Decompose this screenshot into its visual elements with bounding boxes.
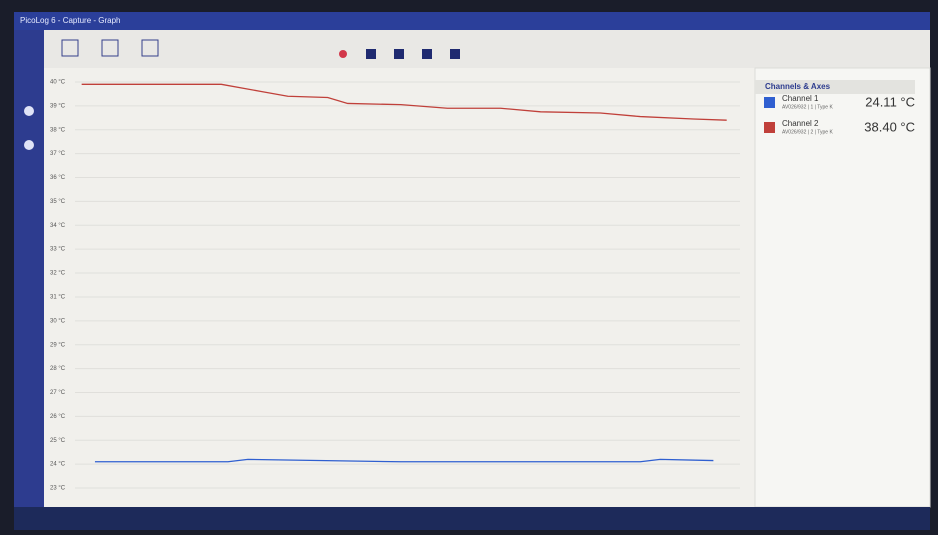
channel-name: Channel 1: [782, 94, 819, 103]
channel-checkbox[interactable]: [764, 122, 775, 133]
y-tick-label: 33 °C: [50, 247, 66, 253]
y-tick-label: 36 °C: [50, 175, 66, 181]
y-tick-label: 24 °C: [50, 462, 66, 468]
delete-button[interactable]: [394, 49, 404, 59]
screen: PicoLog 6 - Capture - Graph Channels & A…: [0, 0, 938, 530]
record-button[interactable]: [339, 50, 347, 58]
export-button[interactable]: [450, 49, 460, 59]
y-tick-label: 23 °C: [50, 486, 66, 492]
y-tick-label: 29 °C: [50, 342, 66, 348]
y-tick-label: 38 °C: [50, 127, 66, 133]
taskbar: [14, 507, 930, 530]
y-tick-label: 31 °C: [50, 295, 66, 301]
settings-icon[interactable]: [24, 106, 34, 116]
y-tick-label: 40 °C: [50, 80, 66, 86]
page: PicoLog 6 - Capture - Graph Channels & A…: [0, 0, 938, 530]
y-tick-label: 39 °C: [50, 103, 66, 109]
channel-detail: AV026/932 | 1 | Type K: [782, 104, 833, 110]
y-tick-label: 25 °C: [50, 438, 66, 444]
panel-title: Channels & Axes: [765, 82, 831, 91]
save-button[interactable]: [422, 49, 432, 59]
y-tick-label: 32 °C: [50, 271, 66, 277]
help-icon[interactable]: [24, 140, 34, 150]
y-tick-label: 27 °C: [50, 390, 66, 396]
y-tick-label: 26 °C: [50, 414, 66, 420]
window-title: PicoLog 6 - Capture - Graph: [20, 16, 121, 25]
title-bar: [14, 12, 930, 30]
channel-checkbox[interactable]: [764, 97, 775, 108]
y-tick-label: 28 °C: [50, 366, 66, 372]
y-tick-label: 34 °C: [50, 223, 66, 229]
toolbar: [44, 30, 930, 68]
pause-button[interactable]: [366, 49, 376, 59]
y-tick-label: 37 °C: [50, 151, 66, 157]
y-tick-label: 35 °C: [50, 199, 66, 205]
channel-detail: AV026/932 | 2 | Type K: [782, 129, 833, 135]
channel-reading: 38.40 °C: [864, 119, 915, 134]
y-tick-label: 30 °C: [50, 318, 66, 324]
sidebar: [14, 30, 44, 507]
channel-name: Channel 2: [782, 119, 819, 128]
channel-reading: 24.11 °C: [865, 94, 915, 109]
